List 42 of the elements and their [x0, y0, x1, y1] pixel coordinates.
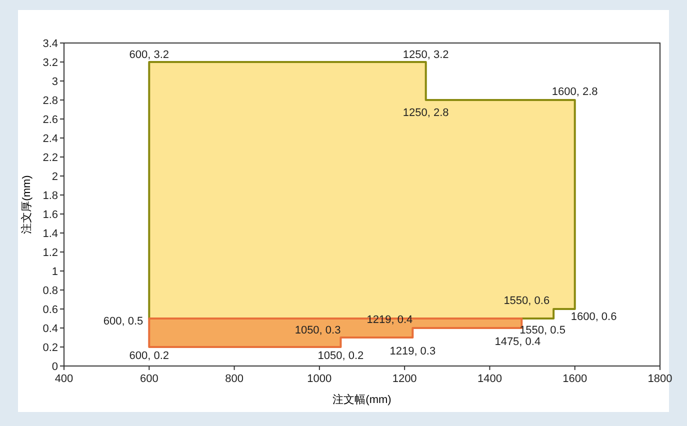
x-tick-label: 600 [140, 373, 158, 385]
annotation: 1475, 0.4 [494, 336, 541, 348]
annotation: 600, 0.2 [129, 350, 170, 362]
y-tick-label: 1 [52, 266, 58, 278]
y-tick-label: 2.4 [42, 133, 58, 145]
y-tick-label: 0.6 [42, 304, 58, 316]
annotation: 1600, 2.8 [552, 86, 598, 98]
y-tick-label: 2 [52, 171, 58, 183]
x-tick-label: 1400 [477, 373, 502, 385]
annotation: 1219, 0.3 [390, 346, 436, 358]
y-tick-label: 2.8 [42, 95, 58, 107]
x-tick-label: 1600 [562, 373, 588, 385]
y-tick-label: 3.4 [42, 38, 58, 50]
y-axis-title: 注文厚(mm) [20, 175, 33, 234]
y-tick-label: 1.4 [42, 228, 58, 240]
y-tick-label: 0 [52, 361, 58, 373]
y-tick-label: 1.2 [42, 247, 58, 259]
x-tick-label: 400 [54, 373, 74, 385]
y-tick-label: 1.8 [42, 190, 58, 202]
annotation: 1550, 0.6 [504, 295, 550, 307]
annotation: 1050, 0.3 [294, 324, 341, 336]
x-tick-label: 800 [225, 373, 244, 385]
y-tick-label: 1.6 [42, 209, 58, 221]
annotation: 1250, 2.8 [402, 107, 449, 119]
annotation: 1050, 0.2 [318, 350, 364, 362]
annotation: 1219, 0.4 [366, 314, 413, 326]
y-tick-label: 3.2 [42, 57, 58, 69]
y-tick-label: 2.6 [42, 114, 58, 126]
x-tick-label: 1000 [307, 373, 332, 385]
y-tick-label: 0.4 [42, 323, 58, 335]
x-tick-label: 1200 [392, 373, 417, 385]
y-tick-label: 3 [52, 76, 58, 88]
y-tick-label: 0.8 [42, 285, 58, 297]
annotation: 600, 0.5 [103, 316, 144, 328]
annotation: 1250, 3.2 [402, 49, 449, 61]
annotation: 600, 3.2 [129, 49, 170, 61]
x-axis-title: 注文幅(mm) [332, 393, 392, 406]
y-tick-label: 2.2 [42, 152, 58, 164]
y-tick-label: 0.2 [42, 342, 58, 354]
annotation: 1550, 0.5 [520, 324, 566, 336]
x-tick-label: 1800 [648, 373, 672, 385]
annotation: 1600, 0.6 [570, 311, 617, 323]
